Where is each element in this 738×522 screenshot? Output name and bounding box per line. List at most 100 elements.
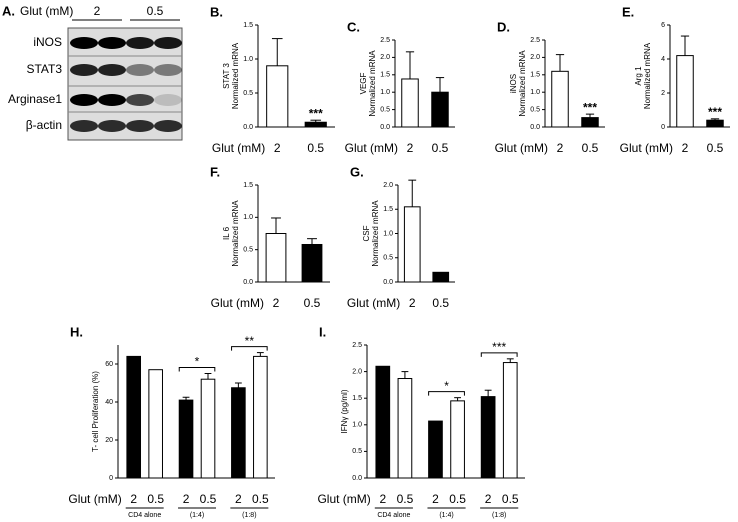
group-label: (1:4) [439, 512, 453, 519]
bar [148, 369, 163, 479]
x-tick-label: 2 [409, 296, 416, 310]
lane-label: 0.5 [147, 4, 164, 18]
panel-label: C. [347, 19, 360, 34]
bar [200, 378, 216, 479]
y-tick-label: 0.0 [243, 279, 253, 286]
y-tick-label: 2.0 [383, 182, 393, 189]
y-tick-label: 1.0 [352, 422, 362, 429]
bar [480, 396, 496, 479]
bar [253, 355, 268, 479]
x-tick-label: 2 [235, 492, 242, 506]
group-label: CD4 alone [377, 512, 410, 519]
panel-label: G. [350, 164, 364, 179]
y-axis-label: Normalized mRNA [231, 200, 240, 267]
y-tick-label: 2.0 [530, 54, 540, 61]
y-tick-label: 1.0 [383, 230, 393, 237]
y-tick-label: 0.0 [352, 475, 362, 482]
y-tick-label: 1.0 [243, 56, 253, 63]
y-tick-label: 1.5 [243, 22, 253, 29]
x-tick-label: 0.5 [449, 492, 466, 506]
x-tick-label: 0.5 [582, 141, 599, 155]
y-tick-label: 1.5 [352, 395, 362, 402]
panel-label: D. [497, 19, 510, 34]
x-tick-label: 2 [274, 141, 281, 155]
blot-band [154, 94, 182, 106]
bar [178, 399, 194, 479]
panel-label: I. [319, 324, 326, 339]
blot-band [154, 64, 182, 76]
y-tick-label: 1.0 [243, 214, 253, 221]
blot-band [126, 37, 154, 49]
y-tick-label: 2 [661, 90, 665, 97]
group-label: (1:8) [492, 512, 506, 519]
bar [401, 78, 419, 128]
x-axis-label: Glut (mM) [317, 492, 370, 506]
x-tick-label: 2 [557, 141, 564, 155]
y-axis-label: IL 6 [222, 226, 231, 240]
x-tick-label: 0.5 [397, 492, 414, 506]
blot-band [70, 120, 98, 132]
blot-band [126, 64, 154, 76]
x-tick-label: 2 [273, 296, 280, 310]
x-tick-label: 0.5 [432, 141, 449, 155]
blot-xlabel: Glut (mM) [20, 4, 73, 18]
y-tick-label: 1.5 [243, 182, 253, 189]
bar [431, 91, 449, 128]
significance-bracket [178, 367, 216, 372]
bar [428, 420, 443, 479]
y-tick-label: 40 [105, 399, 113, 406]
bar [502, 362, 518, 479]
bar [551, 70, 569, 128]
y-axis-label: Normalized mRNA [643, 42, 652, 109]
blot-band [70, 94, 98, 106]
x-tick-label: 0.5 [502, 492, 519, 506]
y-axis-label: Normalized mRNA [231, 42, 240, 109]
y-axis-label: Arg 1 [634, 66, 643, 86]
y-tick-label: 6 [661, 22, 665, 29]
x-tick-label: 0.5 [252, 492, 269, 506]
y-axis-label: VEGF [359, 72, 368, 94]
x-tick-label: 0.5 [147, 492, 164, 506]
blot-band [98, 64, 126, 76]
significance: * [444, 379, 449, 393]
y-tick-label: 0.0 [243, 124, 253, 131]
bar [375, 365, 391, 479]
x-tick-label: 2 [379, 492, 386, 506]
y-axis-label: IFNγ (pg/ml) [340, 389, 349, 433]
significance-bracket [231, 346, 268, 351]
y-tick-label: 60 [105, 361, 113, 368]
y-tick-label: 0.5 [383, 255, 393, 262]
y-tick-label: 0.5 [243, 90, 253, 97]
significance: * [195, 355, 200, 369]
blot-band [70, 64, 98, 76]
y-axis-label: T- cell Proliferation (%) [91, 371, 100, 452]
y-axis-label: STAT 3 [222, 63, 231, 89]
y-tick-label: 2.5 [530, 37, 540, 44]
x-tick-label: 0.5 [707, 141, 724, 155]
y-axis-label: Normalized mRNA [368, 50, 377, 117]
x-axis-label: Glut (mM) [345, 141, 398, 155]
y-tick-label: 2.0 [380, 54, 390, 61]
x-axis-label: Glut (mM) [68, 492, 121, 506]
bar [266, 65, 289, 128]
blot-row-label: STAT3 [26, 62, 62, 76]
x-tick-label: 2 [682, 141, 689, 155]
blot-band [154, 37, 182, 49]
blot-band [126, 120, 154, 132]
bar [397, 378, 413, 479]
blot-band [98, 94, 126, 106]
bar [432, 271, 450, 283]
y-tick-label: 2.0 [352, 368, 362, 375]
bar [126, 355, 142, 479]
blot-band [154, 120, 182, 132]
y-tick-label: 4 [661, 56, 665, 63]
significance-bracket [428, 391, 465, 396]
bar [265, 233, 287, 283]
bar [581, 117, 599, 128]
x-axis-label: Glut (mM) [212, 141, 265, 155]
y-tick-label: 2.5 [380, 37, 390, 44]
x-tick-label: 2 [485, 492, 492, 506]
significance: *** [492, 340, 506, 354]
y-tick-label: 1.5 [530, 72, 540, 79]
